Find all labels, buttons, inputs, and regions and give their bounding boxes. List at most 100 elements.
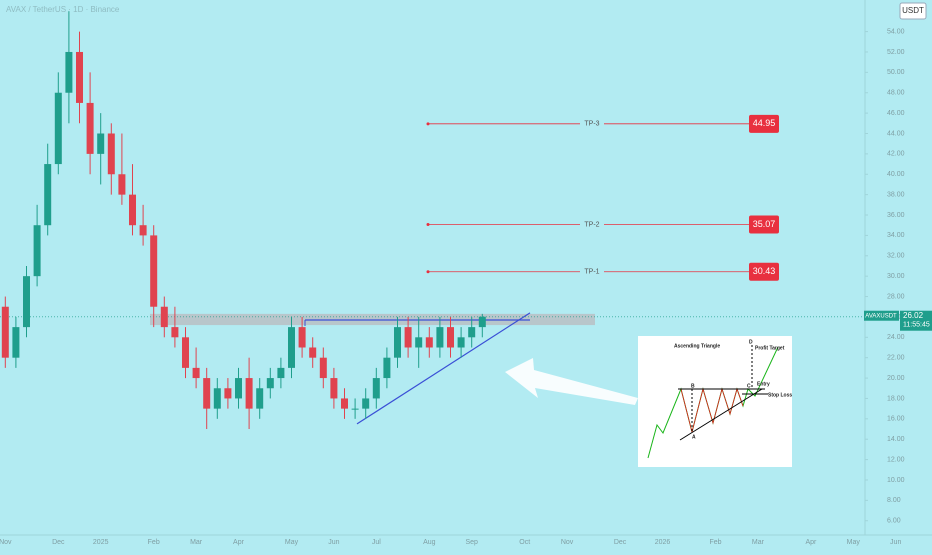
candle-body <box>86 102 94 154</box>
candle-body <box>54 92 62 165</box>
candle-body <box>182 337 189 368</box>
y-tick-label: 18.00 <box>887 395 905 402</box>
y-tick-label: 8.00 <box>887 497 901 504</box>
y-tick-label: 42.00 <box>887 151 905 158</box>
candle-body <box>1 306 9 358</box>
inset-support <box>679 388 763 441</box>
target-label-bg <box>580 118 604 129</box>
target-badge <box>749 215 779 234</box>
target-value: 44.95 <box>753 118 776 128</box>
x-tick-label: Feb <box>709 539 721 546</box>
candle-body <box>23 276 30 328</box>
x-tick-label: May <box>285 539 299 546</box>
candle-body <box>150 235 158 307</box>
chart-title: AVAX / TetherUS · 1D · Binance <box>6 5 120 14</box>
target-badge <box>749 262 779 281</box>
target-value: 30.43 <box>753 266 776 276</box>
inset-swings <box>680 387 744 433</box>
candle-body <box>288 327 295 368</box>
y-tick-label: 6.00 <box>887 518 901 525</box>
y-tick-label: 40.00 <box>887 171 905 178</box>
target-label: TP-2 <box>584 221 599 228</box>
candle-body <box>76 51 83 103</box>
inset-point: C <box>747 383 751 389</box>
target-dot <box>426 270 430 274</box>
last-price: 26.02 <box>903 311 924 320</box>
candle-body <box>107 133 115 175</box>
x-tick-label: Nov <box>561 539 574 546</box>
y-tick-label: 50.00 <box>887 69 905 76</box>
x-tick-label: Dec <box>614 539 627 546</box>
inset-entry: Entry <box>757 381 770 387</box>
y-tick-label: 20.00 <box>887 375 905 382</box>
candle-body <box>266 378 274 389</box>
candle-body <box>341 398 348 409</box>
x-tick-label: Jun <box>890 539 901 546</box>
candle-body <box>245 378 253 409</box>
currency: USDT <box>902 6 924 15</box>
y-tick-label: 28.00 <box>887 293 905 300</box>
y-tick-label: 34.00 <box>887 232 905 239</box>
x-tick-label: Mar <box>190 539 203 546</box>
x-tick-label: Sep <box>465 539 478 546</box>
candle-body <box>404 327 412 348</box>
y-tick-label: 30.00 <box>887 273 905 280</box>
x-tick-label: Feb <box>148 539 160 546</box>
x-tick-label: Oct <box>519 539 530 546</box>
candle-body <box>447 327 454 348</box>
candle-body <box>457 337 465 348</box>
target-dot <box>426 222 430 226</box>
y-tick-label: 14.00 <box>887 436 905 443</box>
candle-body <box>256 388 264 409</box>
candle-body <box>425 337 433 348</box>
candle-body <box>277 367 285 379</box>
currency-box <box>899 2 927 20</box>
candle-body <box>415 337 423 348</box>
x-tick-label: Apr <box>805 539 817 546</box>
y-tick-label: 44.00 <box>887 130 905 137</box>
y-tick-label: 48.00 <box>887 90 905 97</box>
triangle-support <box>356 312 531 425</box>
target-value: 35.07 <box>753 219 776 229</box>
price-badge <box>900 310 932 331</box>
countdown: 11:55:45 <box>903 322 930 329</box>
candle-body <box>478 316 486 328</box>
x-tick-label: Aug <box>423 539 436 546</box>
symbol-badge <box>864 310 899 321</box>
target-badge <box>749 114 779 133</box>
target-dot <box>426 122 430 126</box>
y-tick-label: 52.00 <box>887 49 905 56</box>
x-tick-label: Jul <box>372 539 381 546</box>
arrow <box>505 358 638 405</box>
symbol-label: AVAXUSDT <box>865 313 897 319</box>
candle-body <box>129 194 136 226</box>
candle-body <box>118 174 126 195</box>
inset-box <box>638 336 792 467</box>
candle-body <box>97 133 105 154</box>
target-label: TP-1 <box>584 269 599 276</box>
target-label: TP-3 <box>584 121 599 128</box>
candle-body <box>224 388 232 399</box>
candle-body <box>44 164 52 226</box>
target-label-bg <box>580 266 604 277</box>
inset-stop-label: Stop Loss <box>768 392 792 398</box>
x-tick-label: May <box>847 539 861 546</box>
candle-body <box>171 327 179 338</box>
candle-body <box>235 378 242 399</box>
inset: Ascending Triangle Profit Target Entry S… <box>638 336 792 467</box>
y-tick-label: 22.00 <box>887 355 905 362</box>
candle-body <box>330 378 338 399</box>
inset-point: D <box>749 339 753 345</box>
candle-body <box>139 225 147 236</box>
inset-profit: Profit Target <box>755 345 785 351</box>
x-tick-label: Apr <box>233 539 245 546</box>
candle-body <box>213 388 221 409</box>
x-tick-label: Dec <box>52 539 65 546</box>
candle-body <box>65 51 73 93</box>
candle-body <box>298 327 306 348</box>
y-tick-label: 10.00 <box>887 477 905 484</box>
candle-body <box>394 327 401 358</box>
candle-body <box>319 357 327 379</box>
